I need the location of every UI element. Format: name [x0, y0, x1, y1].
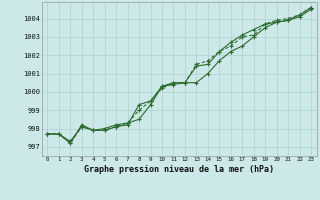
X-axis label: Graphe pression niveau de la mer (hPa): Graphe pression niveau de la mer (hPa): [84, 165, 274, 174]
